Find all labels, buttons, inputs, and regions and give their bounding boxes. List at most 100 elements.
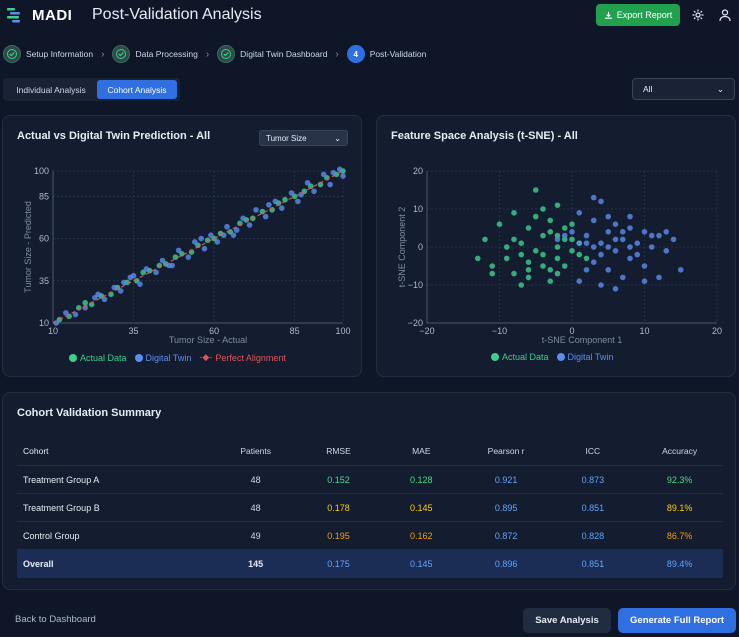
analysis-tabs: Individual Analysis Cohort Analysis — [3, 78, 180, 101]
metric-select[interactable]: Tumor Size ⌄ — [259, 130, 348, 146]
digital-twin-point — [605, 244, 612, 250]
y-axis-title: t-SNE Component 2 — [397, 207, 407, 288]
digital-twin-point — [627, 255, 633, 262]
digital-twin-point — [266, 201, 272, 208]
digital-twin-point — [304, 180, 311, 186]
digital-twin-point — [130, 272, 137, 279]
cohort-summary-panel: Cohort Validation Summary Cohort Patient… — [2, 392, 736, 590]
digital-twin-point — [590, 194, 597, 201]
table-row[interactable]: Treatment Group A 48 0.152 0.128 0.921 0… — [17, 466, 723, 494]
download-icon — [604, 11, 612, 19]
x-tick-label: 35 — [129, 326, 139, 336]
save-analysis-button[interactable]: Save Analysis — [523, 608, 611, 633]
actual-data-point — [474, 255, 481, 262]
icc-cell: 0.851 — [581, 559, 605, 569]
rmse-cell: 0.178 — [327, 502, 350, 513]
digital-twin-point — [677, 267, 684, 273]
col-header: RMSE — [326, 445, 351, 456]
digital-twin-point — [627, 225, 633, 231]
cohort-select[interactable]: All ⌄ — [632, 78, 735, 100]
generate-report-button[interactable]: Generate Full Report — [618, 608, 736, 633]
scatter-panel-title: Actual vs Digital Twin Prediction - All — [17, 130, 211, 142]
prediction-scatter-chart: 10 35 60 85 100 10 35 60 85 100 Tumor Size - Actua… — [23, 166, 351, 345]
actual-data-point — [503, 244, 510, 250]
digital-twin-point — [240, 215, 246, 222]
table-row[interactable]: Control Group 49 0.195 0.162 0.872 0.828… — [17, 522, 723, 550]
actual-data-point — [583, 255, 590, 262]
tab-individual-analysis[interactable]: Individual Analysis — [16, 84, 86, 95]
col-header: Accuracy — [662, 445, 698, 456]
actual-data-point — [561, 263, 568, 269]
table-row[interactable]: Treatment Group B 48 0.178 0.145 0.895 0… — [17, 494, 723, 522]
accuracy-cell: 89.1% — [666, 502, 693, 513]
accuracy-cell: 89.4% — [666, 559, 693, 569]
mae-cell: 0.162 — [410, 530, 433, 541]
legend-label: Digital Twin — [145, 352, 192, 363]
actual-data-point — [569, 236, 575, 243]
actual-data-point — [554, 244, 561, 250]
scatter-legend: Actual Data Digital Twin -◆- Perfect Alig… — [69, 352, 286, 363]
digital-twin-point — [101, 296, 108, 303]
actual-data-point — [518, 282, 525, 288]
x-tick-label: 0 — [569, 326, 574, 336]
x-tick-label: 60 — [209, 326, 219, 336]
digital-twin-point — [311, 188, 317, 195]
actual-data-point — [489, 263, 496, 269]
chevron-down-icon: ⌄ — [716, 83, 724, 94]
digital-twin-point — [605, 267, 612, 273]
step-label: Setup Information — [26, 49, 94, 59]
actual-data-point — [569, 221, 575, 227]
step-number: 4 — [346, 45, 365, 63]
tab-cohort-analysis[interactable]: Cohort Analysis — [97, 80, 177, 99]
actual-data-point — [82, 299, 89, 306]
step-digital-twin-dashboard[interactable]: Digital Twin Dashboard — [217, 45, 327, 63]
chevron-right-icon: › — [205, 48, 210, 60]
actual-data-point — [532, 187, 539, 193]
digital-twin-point — [208, 232, 214, 238]
y-tick-label: 35 — [39, 276, 49, 286]
actual-data-point — [503, 255, 510, 262]
back-to-dashboard-link[interactable]: Back to Dashboard — [15, 614, 96, 625]
y-tick-label: 100 — [34, 166, 49, 176]
digital-twin-point — [598, 240, 604, 246]
actual-data-point — [561, 225, 568, 231]
gear-icon[interactable] — [691, 8, 705, 22]
digital-twin-point — [605, 229, 612, 235]
patients-cell: 48 — [250, 474, 261, 485]
table-row-overall[interactable]: Overall 145 0.175 0.145 0.896 0.851 89.4… — [17, 550, 723, 578]
accuracy-cell: 92.3% — [666, 474, 693, 485]
x-tick-label: 20 — [712, 326, 722, 336]
actual-data-point — [511, 270, 517, 277]
actual-data-point — [525, 225, 532, 231]
col-header: ICC — [585, 445, 601, 456]
digital-twin-point — [590, 259, 597, 265]
mae-cell: 0.145 — [410, 559, 433, 569]
digital-twin-point — [137, 281, 143, 287]
digital-twin-point — [590, 244, 597, 250]
icc-cell: 0.851 — [581, 502, 605, 513]
legend-label: Actual Data — [502, 352, 549, 362]
digital-twin-point — [627, 244, 633, 250]
digital-twin-point — [619, 229, 626, 235]
step-label: Post-Validation — [369, 49, 427, 59]
actual-data-point — [525, 274, 532, 281]
actual-data-point — [511, 236, 517, 243]
digital-twin-point — [648, 232, 655, 239]
col-header: MAE — [412, 445, 431, 456]
step-setup-information[interactable]: Setup Information — [3, 45, 93, 63]
table-header: Cohort Patients RMSE MAE Pearson r ICC A… — [17, 436, 723, 466]
user-icon[interactable] — [718, 8, 732, 22]
summary-title: Cohort Validation Summary — [17, 407, 162, 419]
actual-data-point — [532, 248, 539, 254]
x-tick-label: 10 — [48, 326, 58, 336]
actual-data-point — [554, 202, 561, 208]
step-label: Data Processing — [135, 49, 198, 59]
digital-twin-point — [175, 247, 182, 254]
step-post-validation[interactable]: 4 Post-Validation — [346, 45, 427, 63]
digital-twin-point — [63, 310, 69, 316]
step-data-processing[interactable]: Data Processing — [112, 45, 198, 63]
metric-select-value: Tumor Size — [266, 133, 307, 143]
digital-twin-point — [246, 222, 253, 228]
export-report-button[interactable]: Export Report — [596, 4, 680, 26]
digital-twin-point — [569, 229, 575, 235]
